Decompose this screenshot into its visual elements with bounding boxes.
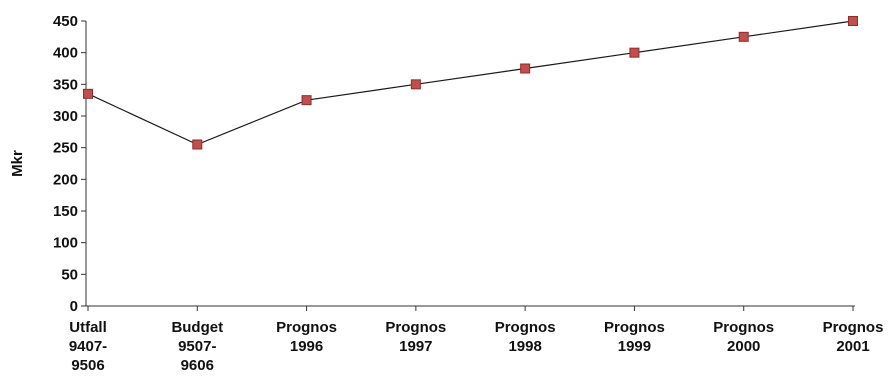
x-category-label-line: Prognos [713,319,774,336]
x-category-label: Budget 9507- 9606 [171,319,223,374]
x-category-label-line: 9407- [69,338,107,355]
data-point-marker [192,139,203,150]
x-category-label-line: 1997 [399,338,432,355]
x-category-label-line: 2000 [727,338,760,355]
y-tick-label: 350 [53,76,78,93]
data-point-marker [301,95,312,106]
x-category-label: Prognos 1996 [276,319,337,355]
y-tick-label: 150 [53,203,78,220]
y-tick-label: 250 [53,140,78,157]
x-category-label-line: 1998 [508,338,541,355]
data-point-marker [629,47,640,58]
x-category-label-line: 2001 [836,338,869,355]
x-category-label-line: 9506 [71,357,104,374]
data-point-marker [520,63,531,74]
x-category-label-line: 9606 [181,357,214,374]
x-category-label: Prognos 1997 [385,319,446,355]
x-category-label: Prognos 2001 [823,319,884,355]
y-tick-label: 450 [53,13,78,30]
y-tick-label: 400 [53,45,78,62]
x-category-label-line: Prognos [276,319,337,336]
y-tick-label: 200 [53,171,78,188]
x-category-label-line: 1999 [618,338,651,355]
x-category-label-line: Prognos [823,319,884,336]
data-point-marker [848,16,858,26]
x-category-label: Prognos 1999 [604,319,665,355]
data-point-marker [410,79,421,90]
x-category-label: Utfall 9407- 9506 [69,319,107,374]
y-tick-label: 50 [61,266,78,283]
x-category-label: Prognos 1998 [495,319,556,355]
x-category-label-line: 9507- [178,338,216,355]
x-category-label-line: Utfall [69,319,107,336]
y-axis-title: Mkr [9,150,26,177]
x-category-label-line: Prognos [604,319,665,336]
x-category-label: Prognos 2000 [713,319,774,355]
y-tick-label: 100 [53,235,78,252]
x-category-label-line: Prognos [495,319,556,336]
data-point-marker [83,88,93,99]
y-tick-label: 300 [53,108,78,125]
x-category-label-line: Prognos [385,319,446,336]
series-line [87,20,854,146]
x-category-label-line: 1996 [290,338,323,355]
x-category-label-line: Budget [171,319,223,336]
data-point-marker [738,31,749,42]
y-tick-label: 0 [70,298,78,315]
